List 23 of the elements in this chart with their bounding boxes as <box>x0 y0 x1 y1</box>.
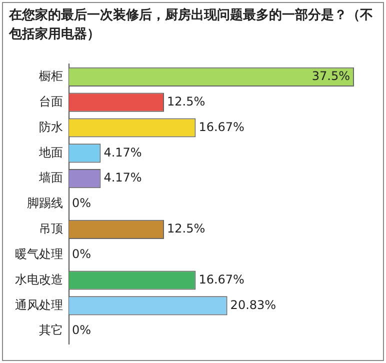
data-label: 0% <box>72 196 92 210</box>
data-label: 16.67% <box>198 272 244 286</box>
y-tick-label: 橱柜 <box>39 69 63 84</box>
y-tick-label: 墙面 <box>38 170 63 185</box>
data-label: 16.67% <box>198 120 244 134</box>
data-label: 0% <box>72 246 92 261</box>
chart-title: 在您家的最后一次装修后，厨房出现问题最多的一部分是？（不包括家用电器） <box>9 6 374 44</box>
data-label: 20.83% <box>230 298 276 312</box>
data-label: 37.5% <box>312 69 350 84</box>
y-tick-label: 吊顶 <box>39 222 63 236</box>
y-tick-label: 水电改造 <box>15 272 63 286</box>
y-tick-label: 通风处理 <box>15 298 63 312</box>
y-tick-label: 防水 <box>39 120 63 134</box>
y-tick-label: 暖气处理 <box>15 246 63 261</box>
data-label: 12.5% <box>167 94 206 108</box>
data-label: 4.17% <box>104 145 142 160</box>
data-label: 12.5% <box>167 222 206 236</box>
y-tick-label: 脚踢线 <box>27 196 63 210</box>
y-tick-label: 地面 <box>38 145 63 160</box>
data-label: 0% <box>72 323 92 338</box>
y-tick-label: 其它 <box>39 323 63 338</box>
y-tick-label: 台面 <box>39 94 63 108</box>
data-label: 4.17% <box>104 170 142 185</box>
